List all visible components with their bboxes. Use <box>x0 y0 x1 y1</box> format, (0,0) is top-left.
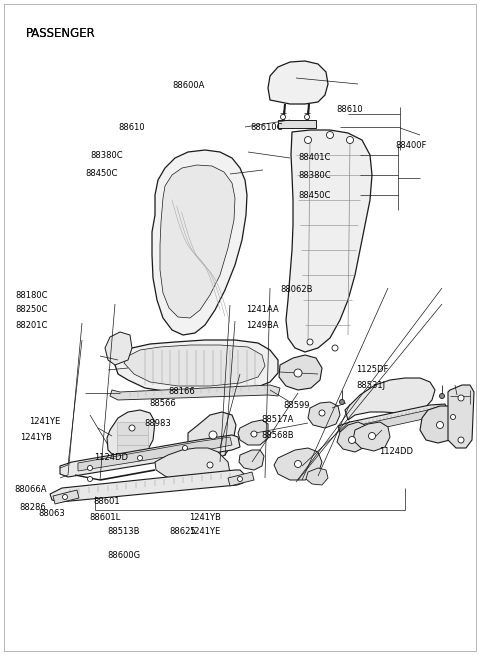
Text: 88531J: 88531J <box>356 381 385 390</box>
Text: 88601L: 88601L <box>89 512 120 521</box>
Polygon shape <box>274 448 322 480</box>
Circle shape <box>294 369 302 377</box>
Circle shape <box>451 415 456 419</box>
Circle shape <box>304 136 312 143</box>
Text: 88610: 88610 <box>336 105 362 115</box>
Polygon shape <box>60 435 240 477</box>
Text: 88600A: 88600A <box>172 81 204 90</box>
Circle shape <box>304 115 310 119</box>
Polygon shape <box>50 470 245 502</box>
Polygon shape <box>278 120 316 128</box>
Text: 88180C: 88180C <box>15 291 48 299</box>
Polygon shape <box>345 378 435 420</box>
Polygon shape <box>420 406 458 443</box>
Text: 88566: 88566 <box>149 400 176 409</box>
Circle shape <box>182 445 188 451</box>
Circle shape <box>348 436 356 443</box>
Circle shape <box>347 136 353 143</box>
Circle shape <box>129 425 135 431</box>
Polygon shape <box>308 402 340 428</box>
Polygon shape <box>338 404 448 434</box>
Circle shape <box>339 400 345 405</box>
Text: 88517A: 88517A <box>261 415 293 424</box>
Polygon shape <box>355 409 444 434</box>
Text: 88401C: 88401C <box>298 153 330 162</box>
Text: 88066A: 88066A <box>14 485 47 495</box>
Polygon shape <box>268 61 328 104</box>
Circle shape <box>458 437 464 443</box>
Polygon shape <box>117 422 148 455</box>
Polygon shape <box>105 332 132 365</box>
Circle shape <box>87 466 93 470</box>
Polygon shape <box>53 490 79 504</box>
Polygon shape <box>228 472 254 486</box>
Polygon shape <box>78 437 232 471</box>
Polygon shape <box>160 165 235 318</box>
Polygon shape <box>448 385 474 448</box>
Polygon shape <box>279 355 322 390</box>
Circle shape <box>251 431 257 437</box>
Text: 88063: 88063 <box>38 510 65 519</box>
Circle shape <box>238 476 242 481</box>
Circle shape <box>62 495 68 500</box>
Polygon shape <box>286 130 372 352</box>
Text: 88600G: 88600G <box>107 550 140 559</box>
Circle shape <box>295 460 301 468</box>
Text: 88286: 88286 <box>19 502 46 512</box>
Circle shape <box>369 432 375 440</box>
Text: 88380C: 88380C <box>90 151 122 160</box>
Text: 1241YE: 1241YE <box>29 417 60 426</box>
Circle shape <box>87 476 93 481</box>
Polygon shape <box>306 468 328 485</box>
Polygon shape <box>155 448 230 486</box>
Text: PASSENGER: PASSENGER <box>26 27 96 40</box>
Polygon shape <box>115 340 278 393</box>
Circle shape <box>332 345 338 351</box>
Text: 88380C: 88380C <box>298 170 331 179</box>
Circle shape <box>307 339 313 345</box>
Text: 1241YB: 1241YB <box>189 512 221 521</box>
Polygon shape <box>110 385 280 400</box>
Text: 88568B: 88568B <box>261 432 294 441</box>
Circle shape <box>280 115 286 119</box>
Polygon shape <box>107 410 155 462</box>
Text: 88450C: 88450C <box>298 191 330 200</box>
Text: 1241AA: 1241AA <box>246 305 279 314</box>
Circle shape <box>209 431 217 439</box>
Text: 1241YE: 1241YE <box>189 527 220 536</box>
Circle shape <box>319 410 325 416</box>
Text: 88250C: 88250C <box>15 305 48 314</box>
Text: 88610C: 88610C <box>250 122 283 132</box>
Text: 1124DD: 1124DD <box>94 453 128 462</box>
Polygon shape <box>353 422 390 451</box>
Text: 1249BA: 1249BA <box>246 320 278 329</box>
Text: 88625: 88625 <box>169 527 196 536</box>
Circle shape <box>207 462 213 468</box>
Circle shape <box>458 395 464 401</box>
Text: 88610: 88610 <box>118 122 144 132</box>
Polygon shape <box>239 450 264 470</box>
Circle shape <box>440 394 444 398</box>
Polygon shape <box>124 345 265 386</box>
Text: 88201C: 88201C <box>15 322 48 331</box>
Text: 88166: 88166 <box>168 388 195 396</box>
Circle shape <box>326 132 334 138</box>
Text: 88450C: 88450C <box>85 170 118 179</box>
Polygon shape <box>152 150 247 335</box>
Text: 88400F: 88400F <box>395 141 426 149</box>
Polygon shape <box>337 422 368 452</box>
Circle shape <box>436 422 444 428</box>
Text: 1241YB: 1241YB <box>20 432 52 441</box>
Circle shape <box>137 455 143 460</box>
Text: 88983: 88983 <box>144 419 171 428</box>
Text: 1124DD: 1124DD <box>379 447 413 457</box>
Text: 88062B: 88062B <box>280 286 312 295</box>
Text: PASSENGER: PASSENGER <box>26 27 96 40</box>
Text: 88601: 88601 <box>93 496 120 506</box>
Polygon shape <box>188 412 236 462</box>
Polygon shape <box>238 420 268 445</box>
Text: 1125DF: 1125DF <box>356 365 388 375</box>
Text: 88599: 88599 <box>283 400 310 409</box>
Text: 88513B: 88513B <box>107 527 140 536</box>
